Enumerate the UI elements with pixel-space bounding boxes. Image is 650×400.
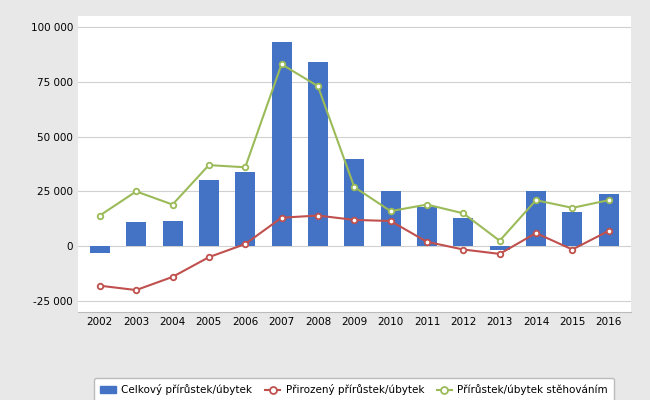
Bar: [417, 207, 437, 246]
Bar: [199, 180, 219, 246]
Bar: [235, 172, 255, 246]
Bar: [453, 218, 473, 246]
Bar: [526, 192, 546, 246]
Bar: [126, 222, 146, 246]
Bar: [308, 62, 328, 246]
Bar: [562, 212, 582, 246]
Bar: [90, 246, 110, 253]
Bar: [162, 221, 183, 246]
Bar: [344, 158, 364, 246]
Bar: [381, 192, 400, 246]
Bar: [489, 246, 510, 250]
Legend: Celkový přírůstek/úbytek, Přirozený přírůstek/úbytek, Přírůstek/úbytek stěhování: Celkový přírůstek/úbytek, Přirozený přír…: [94, 378, 614, 400]
Bar: [599, 194, 619, 246]
Bar: [272, 42, 292, 246]
